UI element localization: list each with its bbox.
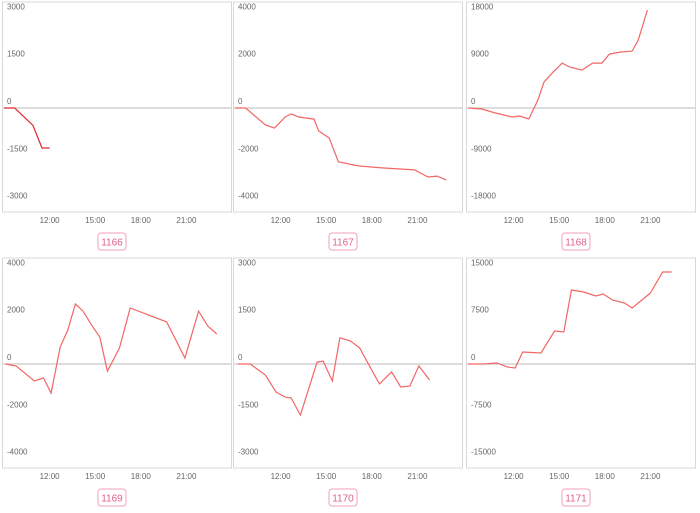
x-tick-label: 21:00	[407, 216, 428, 225]
y-tick-label: 0	[471, 97, 476, 106]
y-tick-label: 0	[471, 353, 476, 362]
x-tick-label: 21:00	[640, 216, 661, 225]
y-tick-label: 18000	[471, 2, 494, 11]
y-tick-label: 15000	[471, 258, 494, 267]
series-line	[238, 337, 431, 417]
y-tick-label: -2000	[238, 144, 259, 153]
panel	[233, 257, 463, 469]
y-tick-label: 0	[7, 353, 12, 362]
x-tick-label: 15:00	[85, 472, 106, 481]
y-tick-label: 1500	[7, 50, 25, 59]
label-box	[328, 488, 358, 507]
x-tick-label: 18:00	[595, 472, 616, 481]
x-tick-label: 12:00	[271, 472, 292, 481]
x-tick-label: 18:00	[595, 216, 616, 225]
label-box	[328, 232, 358, 251]
x-tick-label: 21:00	[176, 472, 197, 481]
x-tick-label: 15:00	[549, 472, 570, 481]
chart-title: 1171	[565, 494, 587, 505]
chart-title: 1168	[565, 238, 587, 249]
x-tick-label: 12:00	[504, 472, 525, 481]
y-tick-label: 4000	[238, 2, 256, 11]
y-tick-label: -3000	[238, 448, 259, 457]
y-tick-label: 0	[238, 97, 243, 106]
y-tick-label: -1500	[238, 400, 259, 409]
x-tick-label: 12:00	[504, 216, 525, 225]
x-tick-label: 15:00	[549, 216, 570, 225]
chart-title: 1166	[101, 238, 123, 249]
x-tick-label: 18:00	[131, 216, 152, 225]
x-tick-label: 18:00	[362, 216, 383, 225]
series-line	[235, 107, 447, 181]
y-tick-label: 0	[238, 353, 243, 362]
y-tick-label: -1500	[7, 144, 28, 153]
x-tick-label: 12:00	[40, 472, 61, 481]
chart-title: 1167	[332, 238, 354, 249]
label-box	[561, 232, 591, 251]
y-tick-label: -4000	[7, 448, 28, 457]
y-tick-label: -9000	[471, 144, 492, 153]
y-tick-label: -15000	[471, 448, 496, 457]
chart-title: 1169	[101, 494, 123, 505]
y-tick-label: 1500	[238, 306, 256, 315]
x-tick-label: 15:00	[85, 216, 106, 225]
x-tick-label: 21:00	[640, 472, 661, 481]
series-line	[468, 271, 672, 369]
y-tick-label: 4000	[7, 258, 25, 267]
label-box	[561, 488, 591, 507]
x-tick-label: 18:00	[131, 472, 152, 481]
y-tick-label: 3000	[7, 2, 25, 11]
label-box	[97, 232, 127, 251]
series-line	[4, 107, 50, 149]
series-line	[467, 10, 648, 120]
panel	[2, 257, 232, 469]
series-line	[5, 302, 218, 395]
x-tick-label: 18:00	[362, 472, 383, 481]
y-tick-label: 2000	[238, 50, 256, 59]
y-tick-label: -3000	[7, 192, 28, 201]
panel	[466, 1, 696, 213]
panel	[2, 1, 232, 213]
panel	[466, 257, 696, 469]
y-tick-label: 2000	[7, 306, 25, 315]
y-tick-label: -18000	[471, 192, 496, 201]
y-tick-label: -2000	[7, 400, 28, 409]
x-tick-label: 12:00	[40, 216, 61, 225]
y-tick-label: 3000	[238, 258, 256, 267]
y-tick-label: 7500	[471, 306, 489, 315]
y-tick-label: 9000	[471, 50, 489, 59]
x-tick-label: 21:00	[407, 472, 428, 481]
x-tick-label: 15:00	[316, 216, 337, 225]
chart-title: 1170	[332, 494, 354, 505]
y-tick-label: -4000	[238, 192, 259, 201]
x-tick-label: 12:00	[271, 216, 292, 225]
x-tick-label: 21:00	[176, 216, 197, 225]
y-tick-label: 0	[7, 97, 12, 106]
y-tick-label: -7500	[471, 400, 492, 409]
label-box	[97, 488, 127, 507]
x-tick-label: 15:00	[316, 472, 337, 481]
panel	[233, 1, 463, 213]
